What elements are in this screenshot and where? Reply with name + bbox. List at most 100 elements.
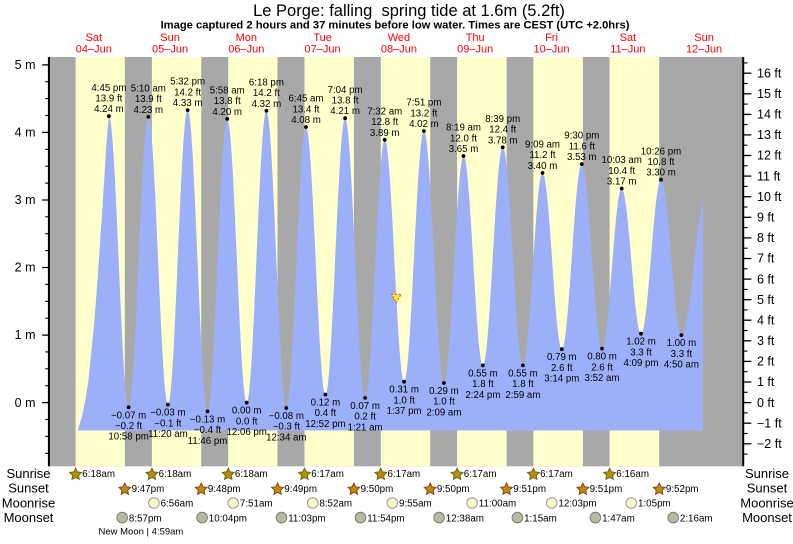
svg-text:04–Jun: 04–Jun bbox=[76, 43, 112, 55]
svg-text:0.12 m: 0.12 m bbox=[311, 398, 341, 409]
svg-text:6:45 am: 6:45 am bbox=[288, 94, 323, 105]
svg-text:Moonset: Moonset bbox=[742, 510, 792, 525]
svg-text:11–Jun: 11–Jun bbox=[610, 43, 645, 55]
svg-text:0.07 m: 0.07 m bbox=[350, 401, 380, 412]
svg-text:5:58 am: 5:58 am bbox=[210, 86, 245, 97]
svg-text:12:38am: 12:38am bbox=[446, 513, 484, 524]
svg-text:12.8 ft: 12.8 ft bbox=[371, 117, 398, 128]
svg-text:1:15am: 1:15am bbox=[524, 513, 557, 524]
svg-text:Sunset: Sunset bbox=[8, 481, 49, 496]
svg-text:10:58 pm: 10:58 pm bbox=[108, 432, 148, 443]
svg-text:2 m: 2 m bbox=[15, 261, 36, 275]
svg-text:2:16am: 2:16am bbox=[680, 513, 713, 524]
svg-text:12.0 ft: 12.0 ft bbox=[450, 133, 477, 144]
svg-text:0.79 m: 0.79 m bbox=[547, 352, 577, 363]
svg-text:0.80 m: 0.80 m bbox=[587, 352, 617, 363]
svg-text:15 ft: 15 ft bbox=[757, 87, 782, 101]
svg-text:6:18 pm: 6:18 pm bbox=[249, 77, 284, 88]
svg-text:Sunrise: Sunrise bbox=[745, 466, 789, 481]
svg-text:1 ft: 1 ft bbox=[757, 375, 775, 389]
svg-text:9:51pm: 9:51pm bbox=[590, 484, 623, 495]
svg-text:9:50pm: 9:50pm bbox=[361, 484, 394, 495]
svg-text:0.55 m: 0.55 m bbox=[468, 368, 498, 379]
svg-text:16 ft: 16 ft bbox=[757, 66, 782, 80]
svg-text:4 m: 4 m bbox=[15, 126, 36, 140]
svg-text:3.30 m: 3.30 m bbox=[646, 168, 676, 179]
svg-text:9:55am: 9:55am bbox=[399, 499, 432, 510]
svg-text:1.8 ft: 1.8 ft bbox=[512, 379, 534, 390]
svg-text:Sat: Sat bbox=[620, 32, 637, 44]
svg-text:Sun: Sun bbox=[694, 32, 714, 44]
svg-text:6:17am: 6:17am bbox=[388, 469, 421, 480]
svg-text:Thu: Thu bbox=[466, 32, 485, 44]
svg-text:2:24 pm: 2:24 pm bbox=[465, 390, 500, 401]
svg-text:06–Jun: 06–Jun bbox=[228, 43, 264, 55]
svg-text:New Moon | 4:59am: New Moon | 4:59am bbox=[99, 526, 184, 537]
svg-text:6:17am: 6:17am bbox=[464, 469, 497, 480]
svg-text:Moonrise: Moonrise bbox=[740, 495, 793, 510]
svg-text:9:47pm: 9:47pm bbox=[132, 484, 165, 495]
svg-text:1.8 ft: 1.8 ft bbox=[472, 379, 494, 390]
svg-text:7 ft: 7 ft bbox=[757, 252, 775, 266]
svg-text:Tue: Tue bbox=[313, 32, 332, 44]
svg-text:1 m: 1 m bbox=[15, 328, 36, 342]
svg-text:0.00 m: 0.00 m bbox=[232, 406, 262, 417]
svg-text:1.02 m: 1.02 m bbox=[626, 337, 656, 348]
svg-text:2:09 am: 2:09 am bbox=[426, 407, 461, 418]
svg-text:9:51pm: 9:51pm bbox=[513, 484, 546, 495]
svg-text:−0.08 m: −0.08 m bbox=[269, 411, 304, 422]
svg-text:13.2 ft: 13.2 ft bbox=[410, 108, 437, 119]
svg-text:10:03 am: 10:03 am bbox=[601, 155, 641, 166]
svg-text:Moonrise: Moonrise bbox=[2, 495, 55, 510]
svg-text:6 ft: 6 ft bbox=[757, 272, 775, 286]
svg-text:3:52 am: 3:52 am bbox=[584, 373, 619, 384]
svg-text:7:04 pm: 7:04 pm bbox=[328, 85, 363, 96]
svg-text:12 ft: 12 ft bbox=[757, 149, 782, 163]
svg-text:12:34 am: 12:34 am bbox=[266, 432, 306, 443]
svg-text:07–Jun: 07–Jun bbox=[305, 43, 341, 55]
svg-text:Sun: Sun bbox=[160, 32, 180, 44]
svg-text:7:32 am: 7:32 am bbox=[367, 106, 402, 117]
svg-text:9:30 pm: 9:30 pm bbox=[564, 131, 599, 142]
svg-text:Moonset: Moonset bbox=[4, 510, 54, 525]
svg-text:3.53 m: 3.53 m bbox=[567, 152, 597, 163]
svg-text:Wed: Wed bbox=[388, 32, 410, 44]
svg-text:12:52 pm: 12:52 pm bbox=[305, 419, 345, 430]
svg-text:3.89 m: 3.89 m bbox=[370, 128, 400, 139]
svg-text:9 ft: 9 ft bbox=[757, 211, 775, 225]
svg-text:11 ft: 11 ft bbox=[757, 169, 781, 183]
svg-text:11:20 am: 11:20 am bbox=[148, 429, 188, 440]
svg-text:5 m: 5 m bbox=[15, 58, 36, 72]
svg-text:4.21 m: 4.21 m bbox=[330, 106, 360, 117]
svg-text:12:06 pm: 12:06 pm bbox=[226, 427, 266, 438]
svg-text:−1 ft: −1 ft bbox=[757, 416, 782, 430]
svg-text:6:16am: 6:16am bbox=[616, 469, 649, 480]
svg-text:5 ft: 5 ft bbox=[757, 293, 775, 307]
svg-text:4.02 m: 4.02 m bbox=[409, 119, 439, 130]
svg-text:9:50pm: 9:50pm bbox=[437, 484, 470, 495]
svg-text:14 ft: 14 ft bbox=[757, 108, 782, 122]
svg-text:4:45 pm: 4:45 pm bbox=[91, 83, 126, 94]
svg-text:3.3 ft: 3.3 ft bbox=[671, 349, 693, 360]
svg-text:1.00 m: 1.00 m bbox=[667, 338, 697, 349]
svg-text:−0.3 ft: −0.3 ft bbox=[273, 422, 301, 433]
svg-text:0.29 m: 0.29 m bbox=[429, 386, 459, 397]
svg-text:0.0 ft: 0.0 ft bbox=[236, 416, 258, 427]
svg-text:3.78 m: 3.78 m bbox=[488, 135, 518, 146]
svg-text:1:21 am: 1:21 am bbox=[348, 422, 383, 433]
svg-text:Sunset: Sunset bbox=[747, 481, 788, 496]
svg-text:11.6 ft: 11.6 ft bbox=[569, 141, 596, 152]
svg-text:0.55 m: 0.55 m bbox=[508, 368, 538, 379]
svg-text:11:03pm: 11:03pm bbox=[288, 513, 325, 524]
svg-text:05–Jun: 05–Jun bbox=[152, 43, 188, 55]
svg-text:08–Jun: 08–Jun bbox=[381, 43, 417, 55]
svg-text:6:18am: 6:18am bbox=[159, 469, 192, 480]
svg-text:9:09 am: 9:09 am bbox=[525, 140, 560, 151]
svg-text:−0.07 m: −0.07 m bbox=[111, 410, 146, 421]
svg-text:13.4 ft: 13.4 ft bbox=[293, 104, 320, 115]
svg-text:4.33 m: 4.33 m bbox=[173, 98, 203, 109]
svg-text:4.32 m: 4.32 m bbox=[252, 99, 282, 110]
svg-text:8:57pm: 8:57pm bbox=[129, 513, 162, 524]
svg-text:10 ft: 10 ft bbox=[757, 190, 782, 204]
svg-text:4 ft: 4 ft bbox=[757, 313, 775, 327]
